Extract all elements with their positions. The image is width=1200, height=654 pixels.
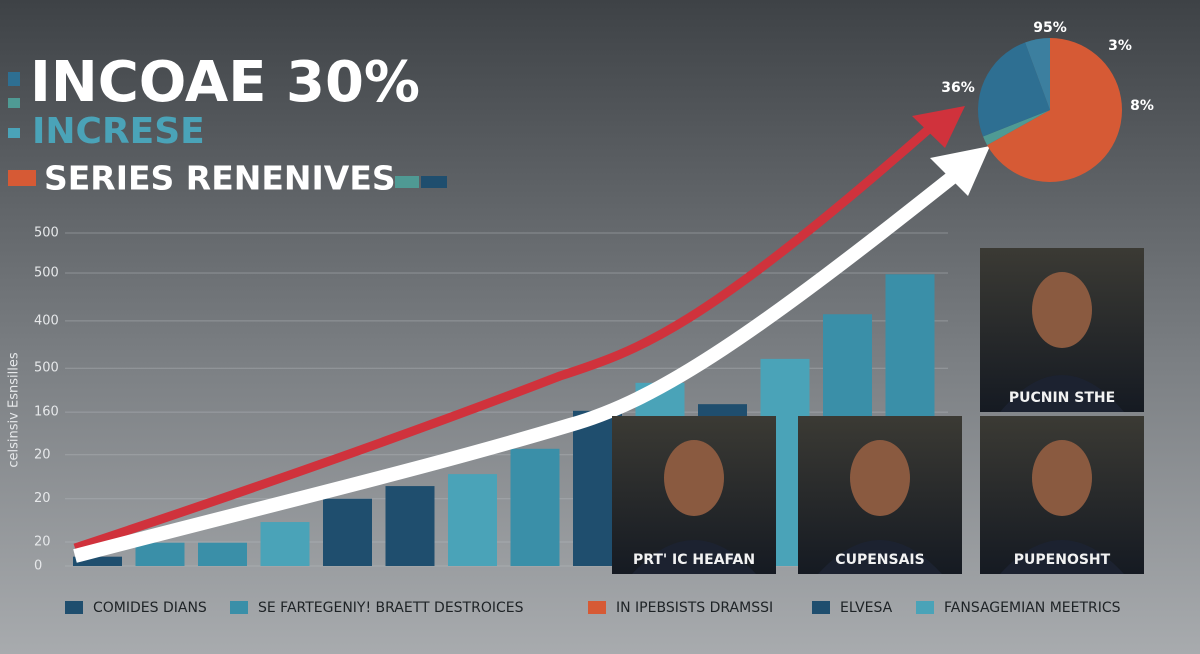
- title-swatch: [8, 128, 20, 138]
- chart-title: INCOAE 30%: [30, 50, 420, 115]
- pie-slice: [977, 42, 1050, 137]
- y-tick-label: 20: [34, 491, 51, 506]
- pie-label: 3%: [1108, 38, 1132, 54]
- photo-shoulders: [1000, 540, 1124, 574]
- y-tick-label: 500: [34, 265, 59, 280]
- bar: [323, 498, 372, 566]
- bar: [198, 542, 247, 566]
- legend-swatch: [588, 601, 606, 614]
- title-swatch: [8, 72, 20, 86]
- title-swatch: [421, 176, 447, 188]
- photo-face: [1032, 272, 1092, 348]
- pie-slice: [1025, 38, 1050, 110]
- y-tick-label: 160: [34, 405, 59, 420]
- photo-face: [664, 440, 724, 516]
- y-tick-label: 400: [34, 313, 59, 328]
- legend-label: IN IPEBSISTS DRAMSSI: [616, 600, 773, 616]
- subtitle: INCRESE: [32, 111, 205, 152]
- arrow-head: [912, 106, 965, 148]
- bar: [73, 556, 122, 566]
- legend-label: COMIDES DIANS: [93, 600, 207, 616]
- y-tick-label: 20: [34, 535, 51, 550]
- y-tick-label: 500: [34, 361, 59, 376]
- photo-shoulders: [632, 540, 756, 574]
- legend-swatch: [916, 601, 934, 614]
- y-tick-label: 0: [34, 559, 42, 574]
- bar: [135, 542, 185, 566]
- legend-swatch: [65, 601, 83, 614]
- photo-face: [850, 440, 910, 516]
- photo-caption: PUCNIN STHE: [1009, 390, 1115, 406]
- title-swatch: [8, 170, 36, 186]
- y-tick-label: 500: [34, 226, 59, 241]
- title-swatch: [8, 98, 20, 108]
- bar: [385, 486, 435, 566]
- legend-swatch: [230, 601, 248, 614]
- legend-label: SE FARTEGENIY! BRAETT DESTROICES: [258, 600, 524, 616]
- pie-slice: [987, 38, 1122, 182]
- pie-label: 95%: [1033, 20, 1067, 36]
- y-axis-label: celsinsiv Esnsilles: [7, 352, 22, 467]
- photo-caption: PUPENOSHT: [1014, 552, 1111, 568]
- legend-label: FANSAGEMIAN MEETRICS: [944, 600, 1121, 616]
- photo-shoulders: [1000, 375, 1124, 412]
- photo-face: [1032, 440, 1092, 516]
- bar: [260, 522, 310, 566]
- legend-label: ELVESA: [840, 600, 893, 616]
- trend-arrow: [73, 169, 960, 563]
- pie-label: 8%: [1130, 98, 1154, 114]
- legend-swatch: [812, 601, 830, 614]
- photo-shoulders: [818, 540, 942, 574]
- pie-slice: [983, 110, 1050, 146]
- trend-arrow: [73, 124, 933, 553]
- photo-caption: PRT' IC HEAFAN: [633, 552, 755, 568]
- bar: [510, 448, 560, 566]
- bar: [448, 474, 497, 566]
- title-swatch: [395, 176, 419, 188]
- heading: SERIES RENENIVES: [44, 159, 396, 198]
- pie-label: 36%: [941, 80, 975, 96]
- photo-caption: CUPENSAIS: [835, 552, 924, 568]
- y-tick-label: 20: [34, 447, 51, 462]
- arrow-head: [930, 146, 990, 196]
